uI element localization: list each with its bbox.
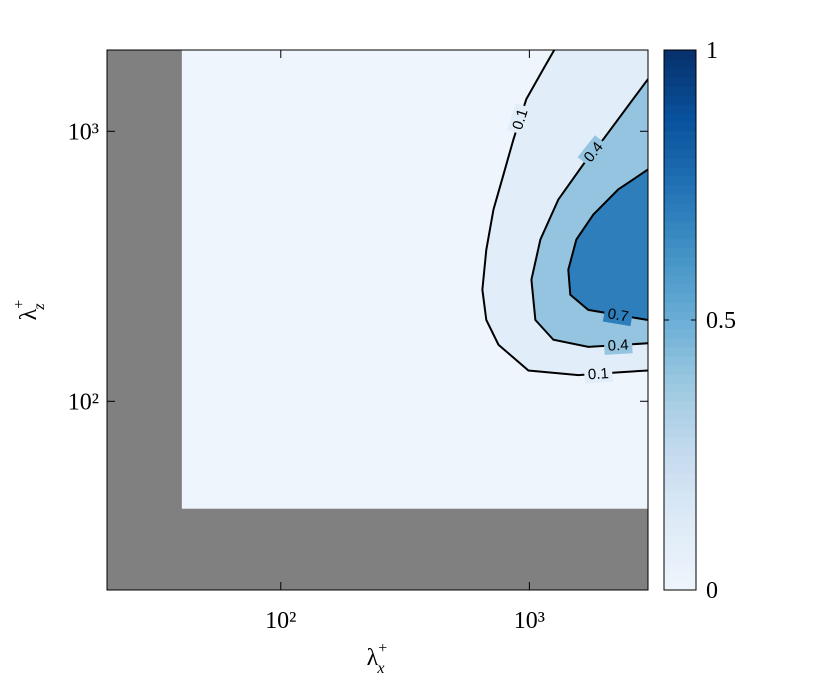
y-tick-label: 10³	[68, 119, 99, 145]
colorbar-step	[664, 68, 696, 78]
colorbar-step	[664, 284, 696, 294]
colorbar-step	[664, 563, 696, 573]
mask-left	[107, 50, 182, 590]
contour-line	[567, 168, 648, 321]
colorbar-tick-label: 0.5	[706, 308, 736, 334]
colorbar-step	[664, 374, 696, 384]
x-tick-label: 10³	[514, 608, 545, 634]
colorbar-step	[664, 527, 696, 537]
colorbar-step	[664, 392, 696, 402]
colorbar-step	[664, 86, 696, 96]
x-label-sub: x	[376, 660, 384, 677]
y-label-symbol: λ	[16, 308, 42, 320]
y-tick-label: 10²	[68, 389, 99, 415]
colorbar-step	[664, 77, 696, 87]
colorbar-step	[664, 536, 696, 546]
contour-fill	[568, 169, 648, 320]
colorbar-step	[664, 50, 696, 60]
colorbar-step	[664, 329, 696, 339]
contour-label-group: 0.1	[507, 103, 533, 136]
contour-label-group: 0.1	[583, 363, 613, 384]
colorbar-step	[664, 302, 696, 312]
colorbar-step	[664, 248, 696, 258]
x-axis-label: λ+ x	[367, 640, 388, 677]
colorbar-step	[664, 239, 696, 249]
colorbar-step	[664, 140, 696, 150]
plot-frame	[106, 49, 649, 591]
colorbar-step	[664, 194, 696, 204]
colorbar-step	[664, 257, 696, 267]
colorbar-step	[664, 473, 696, 483]
colorbar-step	[664, 509, 696, 519]
colorbar-step	[664, 491, 696, 501]
contour-label-bg	[603, 335, 633, 355]
contour-label-group: 0.4	[603, 335, 633, 355]
contour-label-bg	[507, 103, 533, 136]
colorbar-step	[664, 428, 696, 438]
colorbar-step	[664, 275, 696, 285]
colorbar-step	[664, 131, 696, 141]
colorbar-step	[664, 185, 696, 195]
colorbar-step	[664, 266, 696, 276]
colorbar-step	[664, 356, 696, 366]
colorbar-step	[664, 401, 696, 411]
contour-label: 0.4	[607, 336, 629, 354]
colorbar-tick-label: 0	[706, 578, 718, 604]
mask-bottom	[107, 508, 648, 590]
y-label-sup: +	[11, 300, 28, 309]
contour-label: 0.7	[606, 305, 629, 325]
colorbar-step	[664, 293, 696, 303]
colorbar-step	[664, 176, 696, 186]
colorbar-step	[664, 104, 696, 114]
contour-label-group: 0.7	[602, 303, 634, 327]
colorbar-step	[664, 203, 696, 213]
y-label-sub: z	[31, 303, 48, 311]
colorbar-step	[664, 59, 696, 69]
colorbar-step	[664, 437, 696, 447]
colorbar-step	[664, 419, 696, 429]
colorbar-step	[664, 545, 696, 555]
colorbar-step	[664, 338, 696, 348]
colorbar-step	[664, 581, 696, 591]
contour-label: 0.1	[509, 107, 532, 132]
colorbar-step	[664, 149, 696, 159]
overlay: 10² 10³ 10² 10³ 0 0.5 1	[68, 38, 736, 634]
contour-label: 0.1	[587, 365, 609, 383]
colorbar-step	[664, 221, 696, 231]
contour-label-bg	[577, 135, 610, 169]
colorbar-step	[664, 572, 696, 582]
x-tick-label: 10²	[265, 608, 296, 634]
colorbar-step	[664, 518, 696, 528]
contour-line	[481, 50, 648, 377]
colorbar-step	[664, 347, 696, 357]
contour-label-bg	[602, 303, 634, 327]
colorbar-step	[664, 311, 696, 321]
colorbar-step	[664, 410, 696, 420]
colorbar-step	[664, 320, 696, 330]
colorbar-step	[664, 365, 696, 375]
colorbar-step	[664, 446, 696, 456]
colorbar-step	[664, 230, 696, 240]
colorbar-step	[664, 482, 696, 492]
colorbar-step	[664, 95, 696, 105]
colorbar-step	[664, 122, 696, 132]
colorbar-step	[664, 464, 696, 474]
colorbar-step	[664, 113, 696, 123]
colorbar-tick-label: 1	[706, 38, 718, 64]
colorbar-step	[664, 383, 696, 393]
colorbar-step	[664, 554, 696, 564]
x-label-sup: +	[378, 640, 387, 657]
x-label-symbol: λ	[367, 645, 379, 671]
y-axis-label: λ+ z	[11, 300, 48, 321]
colorbar-step	[664, 500, 696, 510]
colorbar-step	[664, 455, 696, 465]
plot-area: 0.10.10.40.40.7	[107, 50, 648, 590]
contour-label-bg	[583, 363, 613, 384]
colorbar-step	[664, 158, 696, 168]
colorbar-step	[664, 167, 696, 177]
colorbar-step	[664, 212, 696, 222]
